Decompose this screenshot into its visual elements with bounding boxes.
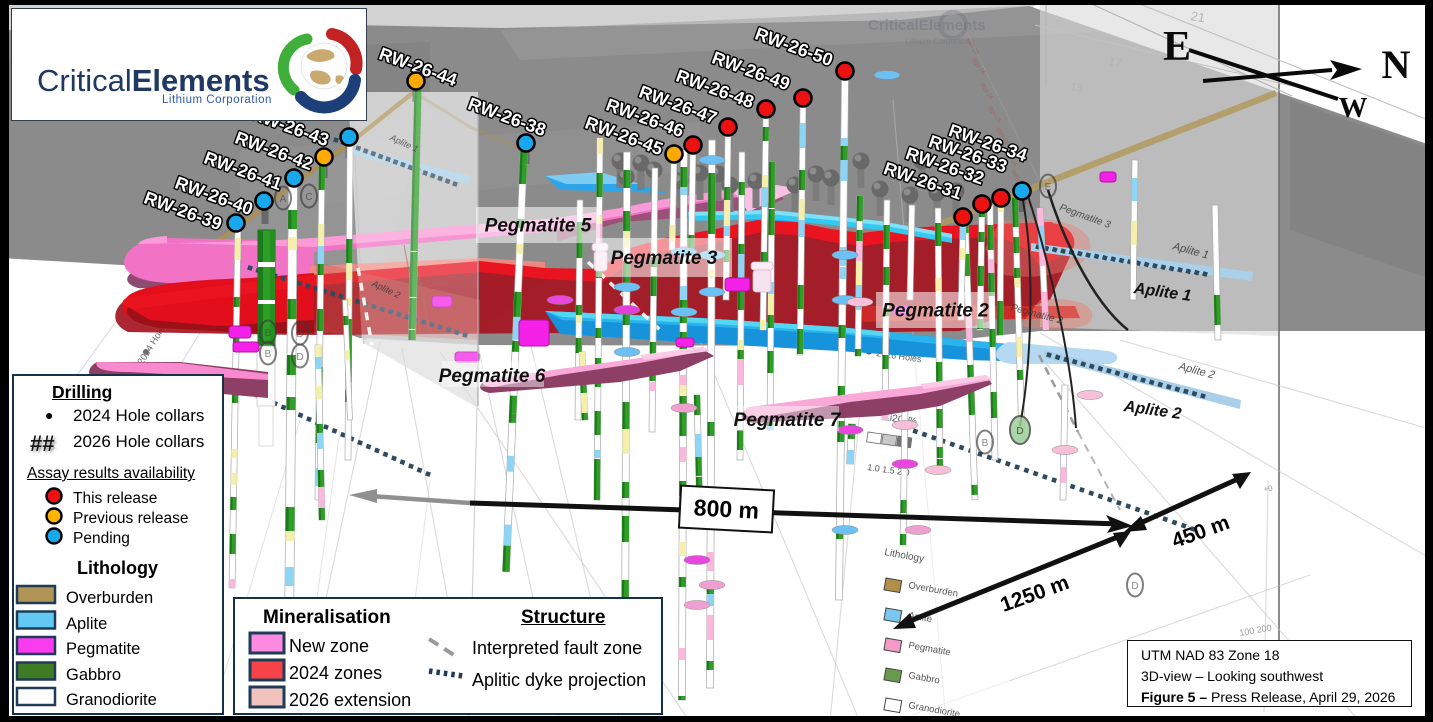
svg-text:Lithium Corporation: Lithium Corporation bbox=[162, 94, 272, 106]
svg-text:N: N bbox=[1382, 42, 1411, 87]
svg-text:Gabbro: Gabbro bbox=[907, 670, 940, 686]
svg-text:Pegmatite 6: Pegmatite 6 bbox=[439, 366, 546, 387]
svg-text:B: B bbox=[265, 349, 272, 360]
svg-text:800 m: 800 m bbox=[693, 494, 759, 523]
svg-text:100 200: 100 200 bbox=[1239, 622, 1273, 637]
svg-text:Pegmatite 2: Pegmatite 2 bbox=[882, 301, 989, 322]
svg-text:A: A bbox=[280, 194, 287, 205]
svg-text:E: E bbox=[1163, 24, 1191, 70]
svg-text:21: 21 bbox=[1189, 8, 1206, 25]
svg-text:450 m: 450 m bbox=[1169, 511, 1233, 553]
svg-text:Aplite 2: Aplite 2 bbox=[1177, 360, 1217, 381]
svg-text:+0: +0 bbox=[1263, 483, 1274, 494]
svg-text:B: B bbox=[982, 438, 989, 449]
svg-text:Aplite 2: Aplite 2 bbox=[1122, 398, 1183, 423]
svg-text:17: 17 bbox=[1107, 54, 1123, 70]
svg-text:C: C bbox=[305, 192, 312, 203]
svg-text:Pegmatite 3: Pegmatite 3 bbox=[611, 248, 718, 269]
svg-text:Pegmatite 7: Pegmatite 7 bbox=[734, 410, 842, 431]
svg-text:B: B bbox=[265, 328, 272, 339]
svg-text:E: E bbox=[1045, 182, 1052, 193]
svg-text:Lithium Corporation: Lithium Corporation bbox=[905, 37, 975, 46]
svg-text:CriticalElements: CriticalElements bbox=[37, 63, 270, 98]
svg-text:D: D bbox=[296, 329, 303, 340]
svg-text:Pegmatite 5: Pegmatite 5 bbox=[485, 216, 592, 237]
svg-text:D: D bbox=[1131, 581, 1138, 592]
svg-text:CriticalElements: CriticalElements bbox=[868, 17, 986, 34]
svg-text:W: W bbox=[1339, 92, 1368, 124]
svg-text:15: 15 bbox=[1069, 81, 1083, 95]
svg-text:D: D bbox=[1016, 426, 1023, 437]
svg-text:D: D bbox=[296, 352, 303, 363]
